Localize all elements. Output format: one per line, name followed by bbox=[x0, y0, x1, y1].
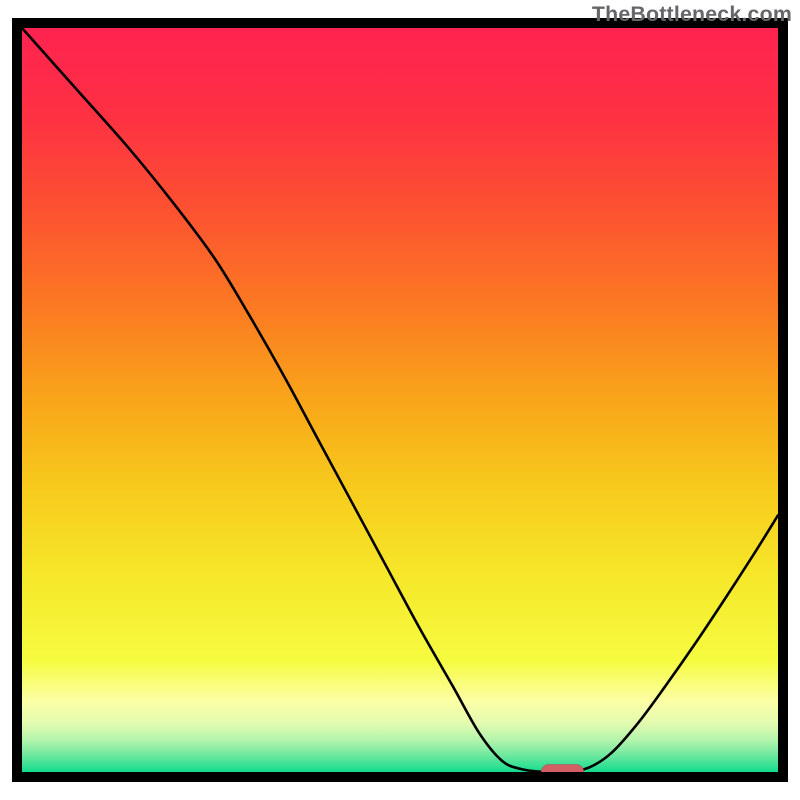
plot-background bbox=[22, 28, 778, 772]
watermark-text: TheBottleneck.com bbox=[592, 2, 792, 27]
bottleneck-chart bbox=[0, 0, 800, 800]
chart-frame: TheBottleneck.com bbox=[0, 0, 800, 800]
